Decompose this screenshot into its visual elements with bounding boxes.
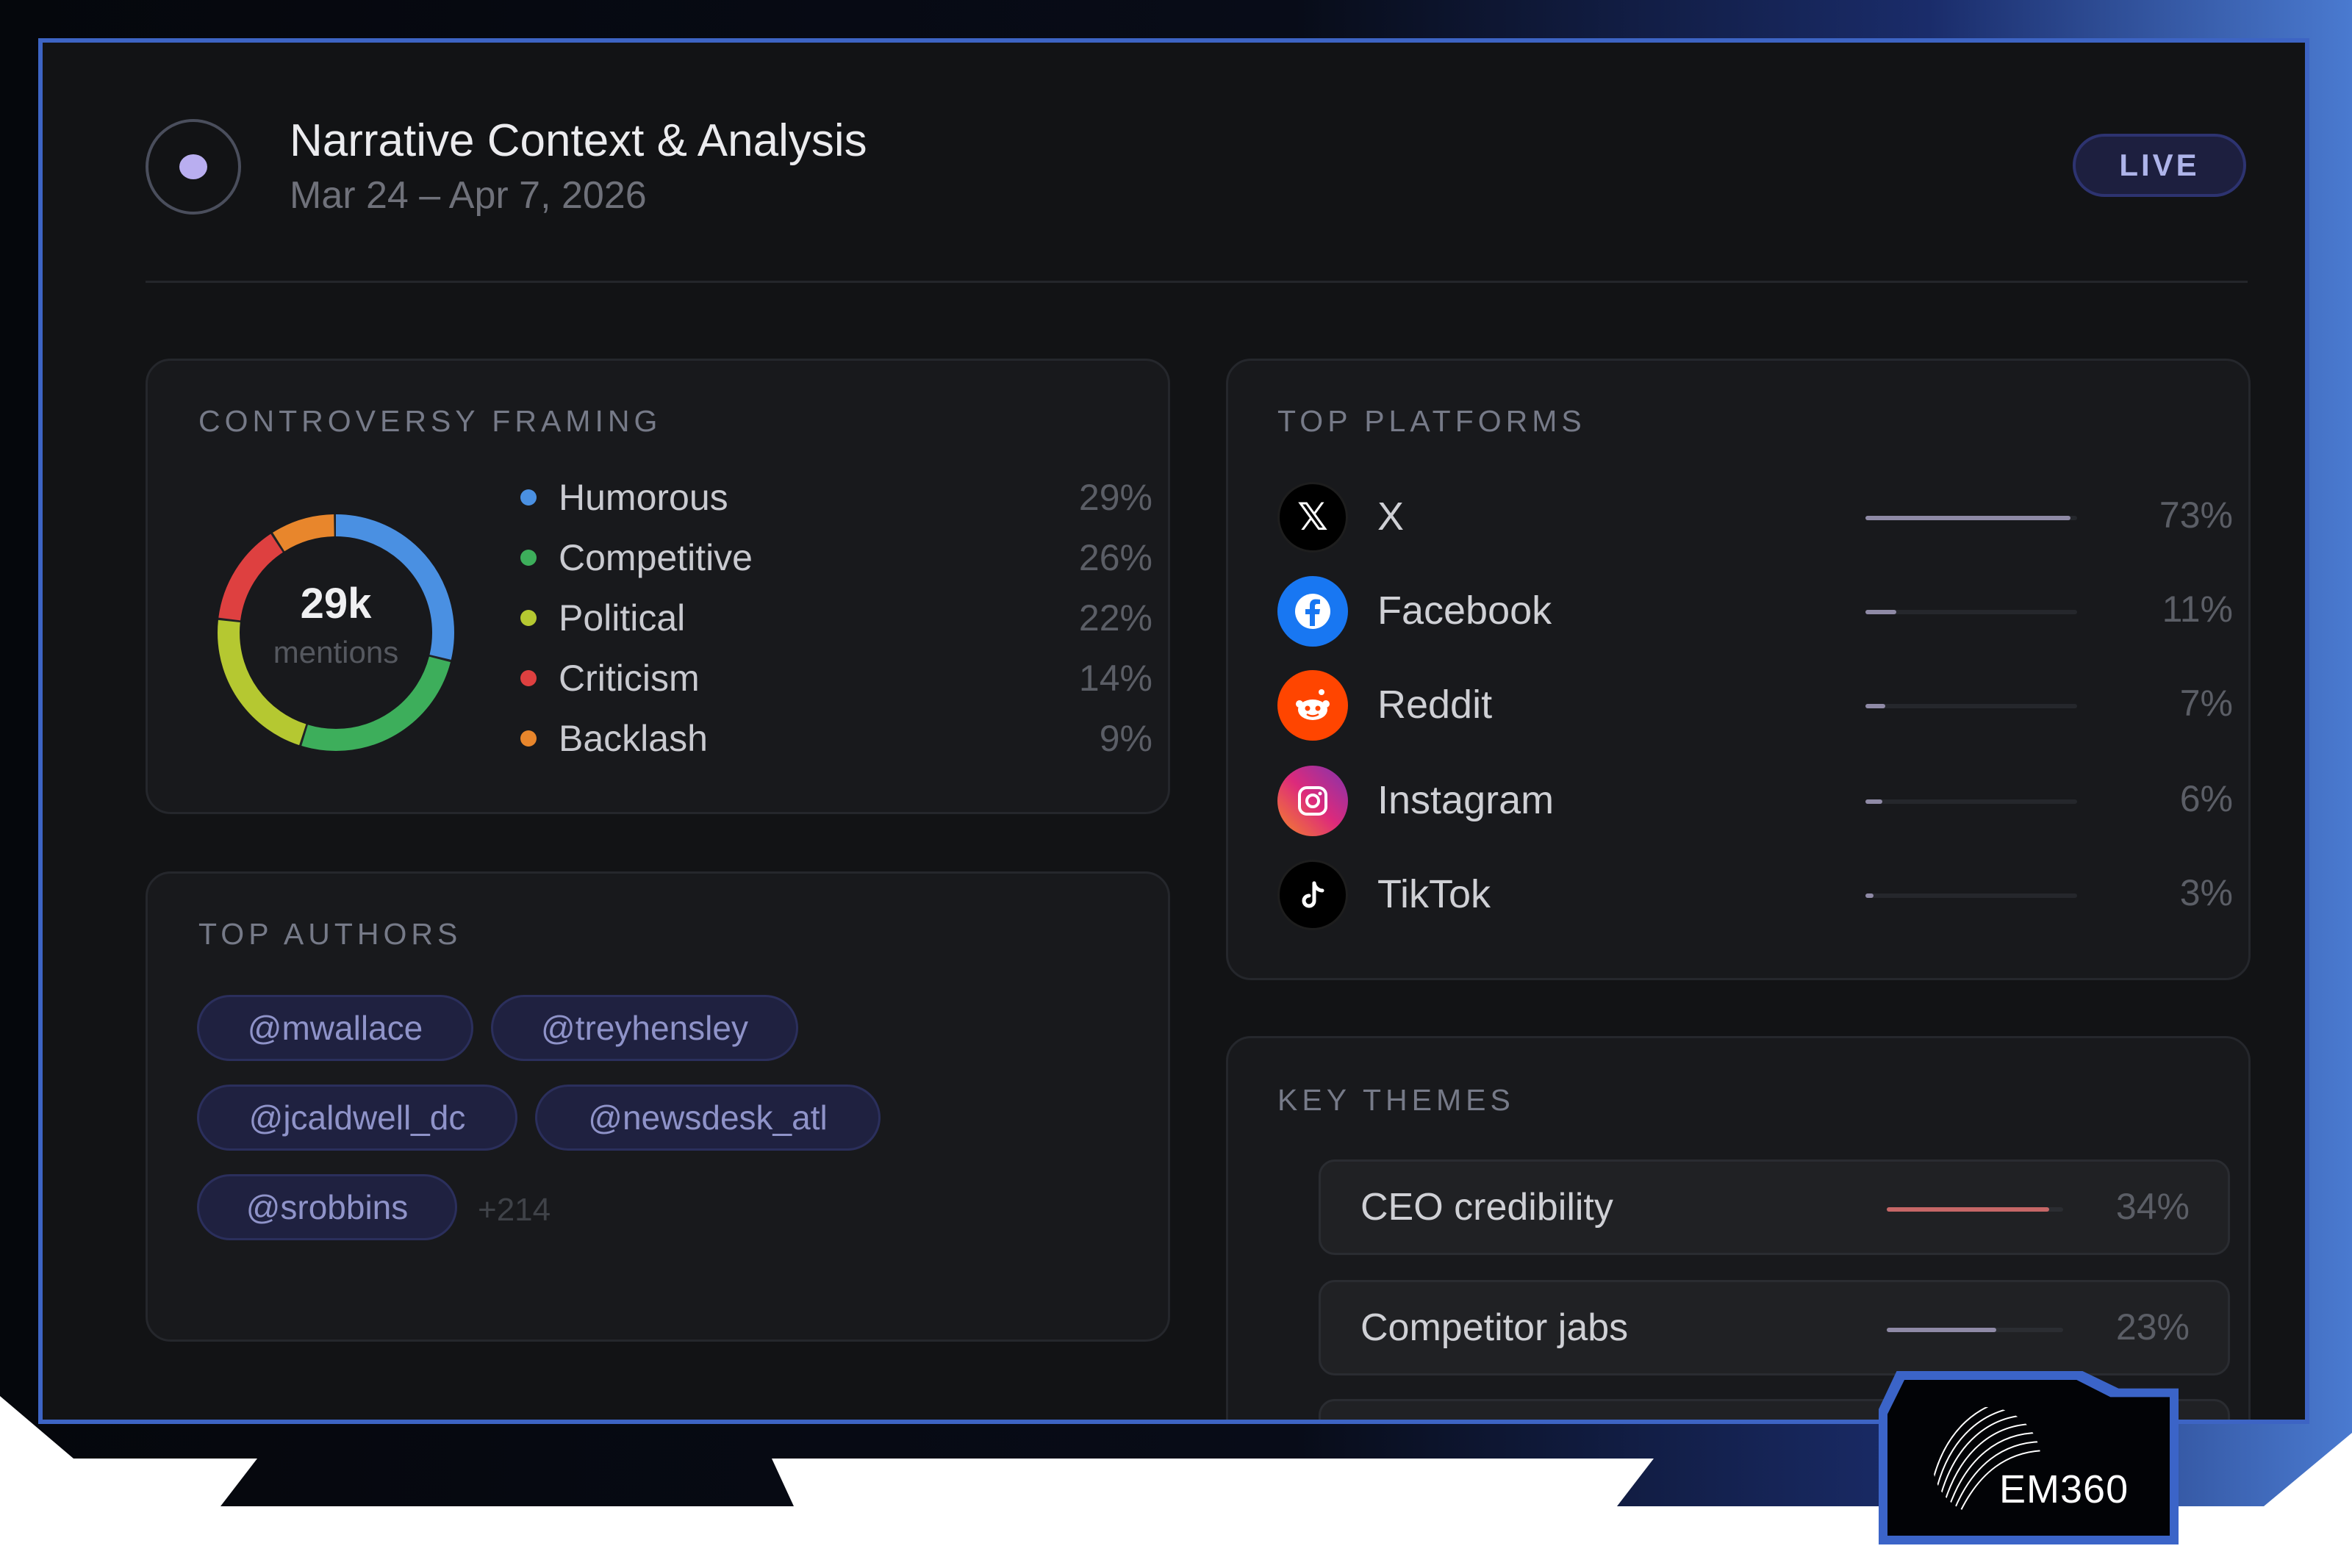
platform-row-tiktok[interactable]: TikTok 3% bbox=[1277, 857, 2233, 930]
author-chip[interactable]: @newsdesk_atl bbox=[535, 1085, 881, 1151]
key-themes-label: KEY THEMES bbox=[1277, 1083, 1515, 1117]
legend-pct: 29% bbox=[1078, 477, 1152, 518]
platform-pct: 7% bbox=[2179, 683, 2233, 724]
platform-pct: 11% bbox=[2162, 589, 2233, 630]
donut-center: 29k mentions bbox=[209, 506, 463, 760]
platform-pct: 3% bbox=[2179, 872, 2233, 913]
legend-item-criticism[interactable]: Criticism 14% bbox=[520, 652, 1152, 704]
platform-bar-track bbox=[1865, 893, 2077, 898]
theme-pct: 23% bbox=[2115, 1306, 2190, 1348]
top-authors-label: TOP AUTHORS bbox=[198, 917, 462, 951]
theme-bar-track bbox=[1887, 1328, 2063, 1332]
legend-dot-icon bbox=[520, 610, 537, 626]
instagram-icon bbox=[1277, 766, 1348, 836]
legend-label: Backlash bbox=[559, 718, 708, 759]
platform-name: X bbox=[1377, 495, 1405, 539]
platform-bar-fill bbox=[1865, 610, 1897, 614]
platform-name: TikTok bbox=[1377, 872, 1491, 916]
theme-bar-fill bbox=[1887, 1207, 2049, 1212]
reddit-icon bbox=[1277, 670, 1348, 741]
more-authors-count[interactable]: +214 bbox=[478, 1192, 551, 1228]
theme-row-ceo-credibility[interactable]: CEO credibility 34% bbox=[1319, 1159, 2230, 1255]
header-divider bbox=[146, 281, 2248, 283]
author-chip[interactable]: @srobbins bbox=[197, 1174, 457, 1240]
top-platforms-card bbox=[1226, 359, 2251, 980]
platform-bar-fill bbox=[1865, 799, 1882, 804]
legend-dot-icon bbox=[520, 730, 537, 747]
platform-bar-track bbox=[1865, 704, 2077, 708]
date-range: Mar 24 – Apr 7, 2026 bbox=[290, 174, 647, 217]
total-mentions-value: 29k bbox=[300, 580, 372, 627]
logo-text: EM360 bbox=[1999, 1467, 2129, 1511]
donut-svg bbox=[218, 514, 454, 751]
donut-segment-political[interactable] bbox=[218, 514, 454, 751]
platform-row-reddit[interactable]: Reddit 7% bbox=[1277, 667, 2233, 741]
theme-bar-track bbox=[1887, 1207, 2063, 1212]
live-badge[interactable]: LIVE bbox=[2073, 134, 2246, 197]
legend-item-competitive[interactable]: Competitive 26% bbox=[520, 532, 1152, 583]
legend-dot-icon bbox=[520, 550, 537, 566]
legend-item-political[interactable]: Political 22% bbox=[520, 592, 1152, 644]
platform-name: Reddit bbox=[1377, 683, 1493, 727]
author-chip[interactable]: @jcaldwell_dc bbox=[197, 1085, 517, 1151]
total-mentions-unit: mentions bbox=[273, 635, 399, 669]
x-logo-icon: 𝕏 bbox=[1277, 482, 1348, 553]
platform-pct: 6% bbox=[2179, 778, 2233, 819]
legend-label: Competitive bbox=[559, 537, 753, 578]
platform-name: Facebook bbox=[1377, 589, 1552, 633]
platform-bar-fill bbox=[1865, 516, 2071, 520]
legend-pct: 14% bbox=[1078, 658, 1152, 699]
author-chip[interactable]: @mwallace bbox=[197, 995, 473, 1061]
controversy-framing-label: CONTROVERSY FRAMING bbox=[198, 404, 662, 438]
status-dot bbox=[179, 154, 207, 179]
status-ring-icon bbox=[146, 119, 241, 215]
platform-pct: 73% bbox=[2159, 495, 2233, 536]
platform-row-instagram[interactable]: Instagram 6% bbox=[1277, 763, 2233, 836]
legend-pct: 22% bbox=[1078, 597, 1152, 639]
legend-dot-icon bbox=[520, 489, 537, 506]
legend-pct: 26% bbox=[1078, 537, 1152, 578]
platform-bar-track bbox=[1865, 610, 2077, 614]
platform-bar-track bbox=[1865, 516, 2077, 520]
top-platforms-label: TOP PLATFORMS bbox=[1277, 404, 1586, 438]
platform-bar-track bbox=[1865, 799, 2077, 804]
dashboard-screen: Narrative Context & Analysis Mar 24 – Ap… bbox=[38, 38, 2309, 1424]
donut-segment-competitive[interactable] bbox=[218, 514, 454, 751]
legend-pct: 9% bbox=[1099, 718, 1152, 759]
legend-item-backlash[interactable]: Backlash 9% bbox=[520, 713, 1152, 764]
logo-badge bbox=[1887, 1380, 2170, 1536]
platform-bar-fill bbox=[1865, 704, 1885, 708]
platform-name: Instagram bbox=[1377, 778, 1555, 822]
theme-name: Competitor jabs bbox=[1360, 1306, 1629, 1349]
author-chip[interactable]: @treyhensley bbox=[491, 995, 798, 1061]
theme-bar-fill bbox=[1887, 1328, 1997, 1332]
legend-dot-icon bbox=[520, 670, 537, 686]
theme-pct: 34% bbox=[2115, 1186, 2190, 1227]
donut-segment-humorous[interactable] bbox=[218, 514, 454, 751]
page-title: Narrative Context & Analysis bbox=[290, 115, 867, 166]
platform-row-x[interactable]: 𝕏 X 73% bbox=[1277, 479, 2233, 553]
legend-item-humorous[interactable]: Humorous 29% bbox=[520, 472, 1152, 523]
tiktok-icon bbox=[1277, 860, 1348, 930]
platform-bar-fill bbox=[1865, 893, 1874, 898]
legend-label: Humorous bbox=[559, 477, 728, 518]
legend-label: Political bbox=[559, 597, 686, 639]
legend-label: Criticism bbox=[559, 658, 700, 699]
em360-logo-icon bbox=[1932, 1407, 2041, 1516]
platform-row-facebook[interactable]: Facebook 11% bbox=[1277, 573, 2233, 647]
theme-row-competitor-jabs[interactable]: Competitor jabs 23% bbox=[1319, 1280, 2230, 1375]
framing-donut-chart: 29k mentions bbox=[209, 506, 463, 760]
facebook-icon bbox=[1277, 576, 1348, 647]
theme-name: CEO credibility bbox=[1360, 1186, 1613, 1229]
